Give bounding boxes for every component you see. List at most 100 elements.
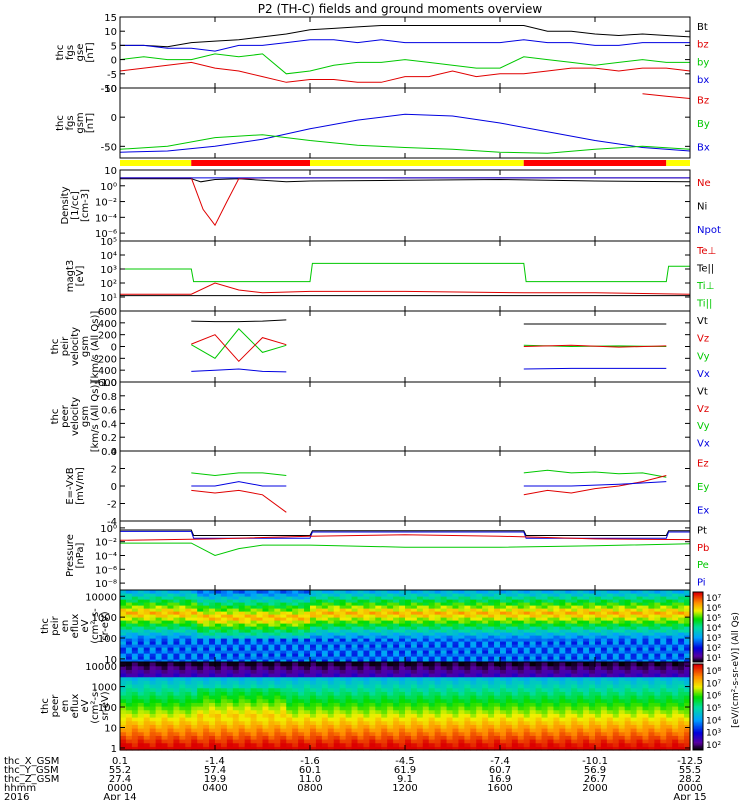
- spectrogram-cell: [334, 717, 341, 721]
- spectrogram-cell: [322, 728, 329, 732]
- spectrogram-cell: [144, 706, 151, 710]
- spectrogram-cell: [191, 699, 198, 703]
- spectrogram-cell: [162, 677, 169, 681]
- spectrogram-cell: [417, 662, 424, 666]
- spectrogram-cell: [328, 717, 335, 721]
- spectrogram-cell: [310, 735, 317, 739]
- spectrogram-cell: [660, 743, 667, 747]
- spectrogram-cell: [263, 695, 270, 699]
- spectrogram-cell: [470, 732, 477, 736]
- spectrogram-cell: [441, 717, 448, 721]
- spectrogram-cell: [292, 684, 299, 688]
- spectrogram-cell: [488, 673, 495, 677]
- spectrogram-cell: [369, 590, 376, 594]
- spectrogram-cell: [524, 662, 531, 666]
- spectrogram-cell: [458, 695, 465, 699]
- spectrogram-cell: [227, 680, 234, 684]
- spectrogram-cell: [417, 724, 424, 728]
- spectrogram-cell: [328, 666, 335, 670]
- spectrogram-cell: [162, 662, 169, 666]
- spectrogram-cell: [375, 680, 382, 684]
- spectrogram-cell: [613, 662, 620, 666]
- spectrogram-cell: [322, 590, 329, 594]
- spectrogram-cell: [304, 680, 311, 684]
- spectrogram-cell: [369, 669, 376, 673]
- spectrogram-cell: [363, 684, 370, 688]
- spectrogram-cell: [417, 680, 424, 684]
- spectrogram-cell: [179, 691, 186, 695]
- spectrogram-cell: [346, 702, 353, 706]
- spectrogram-cell: [215, 739, 222, 743]
- y-tick-label: 10³: [100, 265, 117, 276]
- spectrogram-cell: [251, 677, 258, 681]
- spectrogram-cell: [203, 695, 210, 699]
- spectrogram-cell: [375, 702, 382, 706]
- spectrogram-cell: [358, 702, 365, 706]
- spectrogram-cell: [482, 695, 489, 699]
- spectrogram-cell: [553, 732, 560, 736]
- spectrogram-cell: [648, 666, 655, 670]
- spectrogram-cell: [310, 706, 317, 710]
- spectrogram-cell: [316, 666, 323, 670]
- spectrogram-cell: [209, 713, 216, 717]
- spectrogram-cell: [298, 695, 305, 699]
- spectrogram-cell: [589, 710, 596, 714]
- spectrogram-cell: [435, 717, 442, 721]
- spectrogram-cell: [553, 739, 560, 743]
- spectrogram-cell: [381, 739, 388, 743]
- spectrogram-cell: [381, 662, 388, 666]
- spectrogram-cell: [435, 706, 442, 710]
- spectrogram-cell: [559, 677, 566, 681]
- legend-label: Te⊥: [696, 246, 716, 257]
- spectrogram-cell: [393, 713, 400, 717]
- spectrogram-cell: [464, 688, 471, 692]
- spectrogram-cell: [654, 666, 661, 670]
- spectrogram-cell: [381, 706, 388, 710]
- spectrogram-cell: [666, 732, 673, 736]
- spectrogram-cell: [470, 721, 477, 725]
- spectrogram-cell: [553, 680, 560, 684]
- spectrogram-cell: [316, 669, 323, 673]
- spectrogram-cell: [399, 724, 406, 728]
- spectrogram-cell: [381, 699, 388, 703]
- spectrogram-cell: [239, 688, 246, 692]
- spectrogram-cell: [375, 706, 382, 710]
- spectrogram-cell: [393, 702, 400, 706]
- spectrogram-cell: [185, 666, 192, 670]
- spectrogram-cell: [280, 673, 287, 677]
- spectrogram-cell: [286, 732, 293, 736]
- spectrogram-cell: [298, 666, 305, 670]
- spectrogram-cell: [221, 590, 228, 594]
- spectrogram-cell: [625, 721, 632, 725]
- spectrogram-cell: [399, 735, 406, 739]
- spectrogram-cell: [310, 688, 317, 692]
- spectrogram-cell: [257, 669, 264, 673]
- spectrogram-cell: [173, 710, 180, 714]
- spectrogram-cell: [625, 590, 632, 594]
- spectrogram-cell: [393, 721, 400, 725]
- spectrogram-cell: [387, 695, 394, 699]
- spectrogram-cell: [488, 590, 495, 594]
- spectrogram-cell: [251, 706, 258, 710]
- spectrogram-cell: [518, 728, 525, 732]
- spectrogram-cell: [530, 706, 537, 710]
- spectrogram-cell: [530, 717, 537, 721]
- spectrogram-cell: [274, 680, 281, 684]
- spectrogram-cell: [458, 699, 465, 703]
- spectrogram-cell: [447, 721, 454, 725]
- spectrogram-cell: [458, 684, 465, 688]
- spectrogram-cell: [328, 691, 335, 695]
- spectrogram-cell: [292, 739, 299, 743]
- spectrogram-cell: [215, 691, 222, 695]
- spectrogram-cell: [482, 710, 489, 714]
- spectrogram-cell: [120, 721, 127, 725]
- spectrogram-cell: [233, 673, 240, 677]
- spectrogram-cell: [126, 743, 133, 747]
- spectrogram-cell: [363, 699, 370, 703]
- spectrogram-cell: [120, 743, 127, 747]
- spectrogram-cell: [268, 677, 275, 681]
- spectrogram-cell: [435, 662, 442, 666]
- spectrogram-cell: [298, 688, 305, 692]
- spectrogram-cell: [191, 662, 198, 666]
- spectrogram-cell: [453, 590, 460, 594]
